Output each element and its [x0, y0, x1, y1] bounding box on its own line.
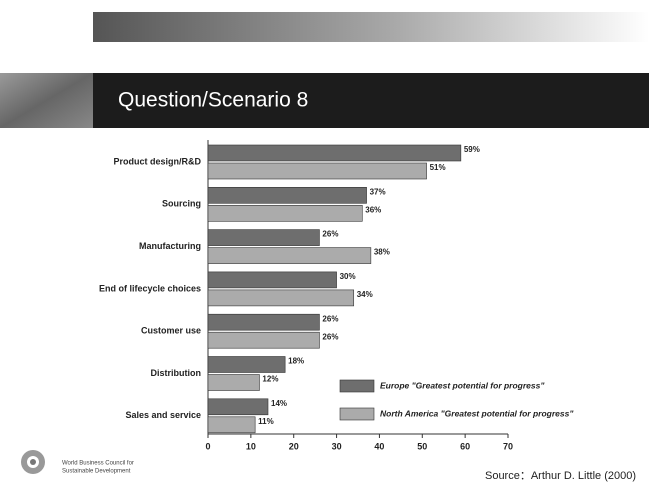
- legend-label: North America "Greatest potential for pr…: [380, 408, 574, 418]
- source-note: Source：Arthur D. Little (2000): [485, 470, 636, 482]
- value-label: 11%: [258, 417, 274, 426]
- legend-swatch: [339, 407, 375, 421]
- value-label: 34%: [357, 290, 373, 299]
- x-tick-label: 0: [205, 441, 210, 451]
- x-tick-label: 10: [246, 441, 256, 451]
- slide-title: Question/Scenario 8: [118, 89, 308, 112]
- value-label: 51%: [430, 163, 446, 172]
- value-label: 26%: [322, 230, 338, 239]
- category-label: Product design/R&D: [113, 156, 201, 166]
- value-label: 18%: [288, 357, 304, 366]
- bar: [207, 289, 355, 307]
- bar: [207, 205, 363, 222]
- category-label: Manufacturing: [139, 241, 201, 251]
- value-label: 12%: [262, 375, 278, 384]
- bar: [207, 247, 372, 264]
- title-image: [0, 73, 93, 128]
- x-tick-label: 30: [332, 441, 342, 451]
- bar: [207, 162, 427, 180]
- org-name: Sustainable Development: [62, 469, 131, 475]
- x-tick-label: 20: [289, 441, 299, 451]
- bar: [207, 374, 260, 391]
- bar: [207, 398, 269, 416]
- category-label: End of lifecycle choices: [99, 283, 201, 293]
- bar: [207, 187, 367, 204]
- org-name: World Business Council for: [62, 461, 134, 467]
- category-label: Sales and service: [125, 410, 201, 420]
- logo: [21, 450, 45, 474]
- bar: [207, 313, 320, 331]
- bar: [207, 331, 320, 349]
- bar: [207, 356, 286, 373]
- x-tick-label: 50: [417, 441, 427, 451]
- value-label: 37%: [370, 187, 386, 196]
- value-label: 59%: [464, 145, 480, 154]
- bar: [207, 271, 337, 289]
- category-label: Customer use: [141, 326, 201, 336]
- x-tick-label: 40: [374, 441, 384, 451]
- value-label: 26%: [322, 332, 338, 341]
- legend-label: Europe "Greatest potential for progress": [380, 380, 545, 390]
- value-label: 14%: [271, 399, 287, 408]
- x-tick-label: 70: [503, 441, 513, 451]
- bar: [207, 416, 256, 434]
- category-label: Distribution: [151, 368, 202, 378]
- value-label: 38%: [374, 248, 390, 257]
- value-label: 36%: [365, 205, 381, 214]
- bar: [207, 144, 462, 162]
- x-tick-label: 60: [460, 441, 470, 451]
- legend-swatch: [339, 379, 375, 393]
- value-label: 30%: [340, 272, 356, 281]
- bar: [207, 229, 320, 246]
- title-bar: [0, 73, 649, 128]
- category-label: Sourcing: [162, 199, 201, 209]
- value-label: 26%: [322, 314, 338, 323]
- header-band: [93, 12, 649, 42]
